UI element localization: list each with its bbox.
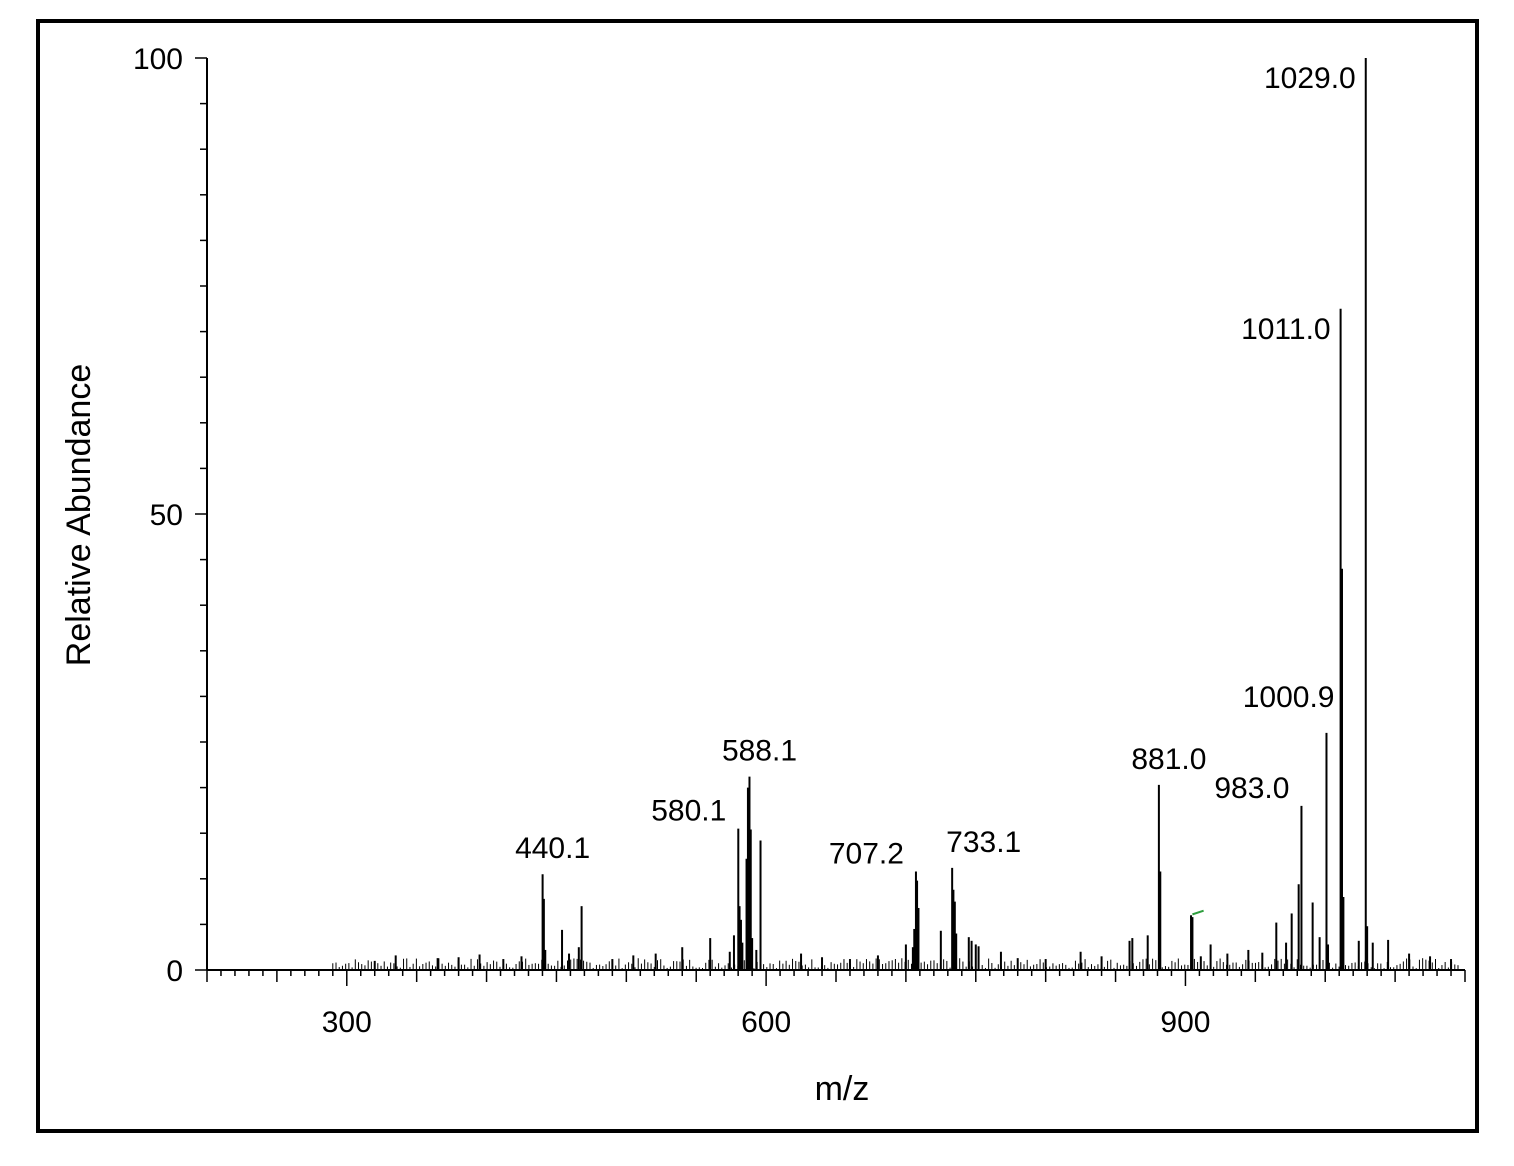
peak-label: 1011.0 bbox=[1241, 313, 1331, 346]
peak-label: 588.1 bbox=[722, 735, 797, 768]
y-tick-label: 100 bbox=[133, 43, 183, 76]
y-tick-label: 0 bbox=[166, 955, 183, 988]
y-tick-label: 50 bbox=[150, 499, 183, 532]
axes-layer: 0 50 100 300 600 900 bbox=[133, 43, 1466, 1039]
annotation-mark bbox=[1192, 909, 1204, 916]
peak-label: 1029.0 bbox=[1264, 62, 1356, 95]
peak-label: 881.0 bbox=[1131, 743, 1206, 776]
y-axis-title: Relative Abundance bbox=[60, 364, 98, 666]
x-tick-label: 600 bbox=[741, 1006, 791, 1039]
peak-label: 707.2 bbox=[829, 838, 904, 871]
peaks-layer bbox=[332, 58, 1459, 970]
peak-label: 733.1 bbox=[946, 826, 1021, 859]
x-tick-label: 900 bbox=[1160, 1006, 1210, 1039]
chart-frame bbox=[36, 19, 1479, 1133]
peak-label: 983.0 bbox=[1214, 772, 1289, 805]
x-tick-label: 300 bbox=[322, 1006, 372, 1039]
peak-label: 580.1 bbox=[651, 795, 726, 828]
peak-label: 440.1 bbox=[515, 832, 590, 865]
peak-label: 1000.9 bbox=[1243, 681, 1335, 714]
x-axis-title: m/z bbox=[815, 1070, 870, 1108]
